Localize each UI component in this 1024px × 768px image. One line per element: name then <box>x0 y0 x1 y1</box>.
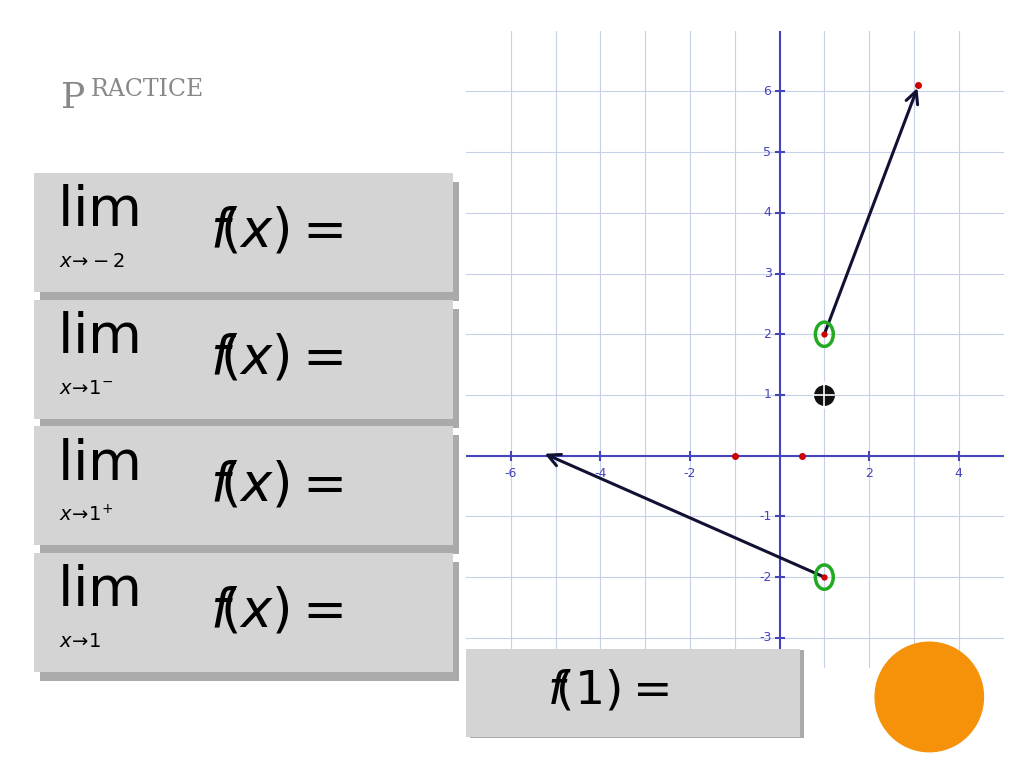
Text: 4: 4 <box>954 467 963 479</box>
Text: -3: -3 <box>759 631 771 644</box>
Text: $f\!\left(x\right)=$: $f\!\left(x\right)=$ <box>210 587 343 638</box>
Text: $f\!\left(x\right)=$: $f\!\left(x\right)=$ <box>210 460 343 511</box>
Text: 5: 5 <box>764 146 771 159</box>
Text: $\lim$: $\lim$ <box>57 310 139 365</box>
Text: $f\!\left(x\right)=$: $f\!\left(x\right)=$ <box>210 207 343 258</box>
Text: 1: 1 <box>764 389 771 402</box>
Text: $x\!\rightarrow\!1^{-}$: $x\!\rightarrow\!1^{-}$ <box>59 379 114 398</box>
Text: -6: -6 <box>505 467 517 479</box>
Text: $\lim$: $\lim$ <box>57 437 139 492</box>
Text: -2: -2 <box>684 467 696 479</box>
Text: 2: 2 <box>865 467 873 479</box>
FancyBboxPatch shape <box>35 300 454 419</box>
Text: $\lim$: $\lim$ <box>57 184 139 238</box>
Text: $x\!\rightarrow\!1$: $x\!\rightarrow\!1$ <box>59 632 101 651</box>
Circle shape <box>876 642 983 752</box>
FancyBboxPatch shape <box>40 435 459 554</box>
FancyBboxPatch shape <box>35 173 454 292</box>
Text: -2: -2 <box>759 571 771 584</box>
FancyBboxPatch shape <box>35 553 454 672</box>
Text: $\lim$: $\lim$ <box>57 564 139 618</box>
FancyBboxPatch shape <box>35 426 454 545</box>
Text: $f\!\left(x\right)=$: $f\!\left(x\right)=$ <box>210 333 343 385</box>
FancyBboxPatch shape <box>40 309 459 428</box>
Text: 2: 2 <box>764 328 771 341</box>
Text: P: P <box>61 81 86 114</box>
FancyBboxPatch shape <box>466 649 800 737</box>
Text: 4: 4 <box>764 207 771 220</box>
Text: $x\!\rightarrow\!1^{+}$: $x\!\rightarrow\!1^{+}$ <box>59 505 114 525</box>
FancyBboxPatch shape <box>40 182 459 301</box>
Text: 3: 3 <box>764 267 771 280</box>
Text: -1: -1 <box>759 510 771 523</box>
Text: $x\!\rightarrow\!-2$: $x\!\rightarrow\!-2$ <box>59 252 125 271</box>
Text: 6: 6 <box>764 85 771 98</box>
Text: -4: -4 <box>594 467 606 479</box>
FancyBboxPatch shape <box>470 650 804 738</box>
Text: $f\!\left(1\right)=$: $f\!\left(1\right)=$ <box>547 669 669 714</box>
Text: RACTICE: RACTICE <box>91 78 204 101</box>
FancyBboxPatch shape <box>40 562 459 681</box>
